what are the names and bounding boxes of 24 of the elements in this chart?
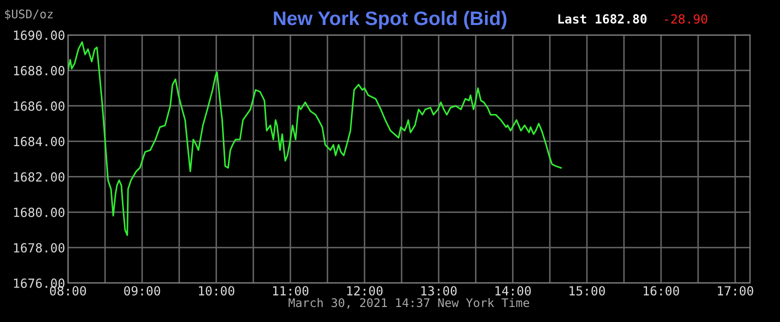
y-tick-label: 1676.00 — [14, 278, 64, 288]
x-tick-label: 12:00 — [347, 286, 383, 296]
y-tick-label: 1678.00 — [14, 243, 64, 253]
x-tick-label: 15:00 — [570, 286, 605, 296]
y-tick-label: 1682.00 — [14, 172, 64, 182]
y-axis-title: $USD/oz — [5, 9, 53, 20]
y-tick-label: 1686.00 — [14, 101, 64, 111]
y-tick-label: 1690.00 — [14, 30, 64, 40]
chart-title: New York Spot Gold (Bid) — [274, 10, 506, 30]
x-tick-label: 13:00 — [421, 286, 457, 296]
y-tick-label: 1688.00 — [14, 66, 64, 76]
x-tick-label: 11:00 — [273, 286, 308, 296]
x-tick-label: 08:00 — [50, 286, 86, 296]
x-tick-label: 10:00 — [198, 286, 234, 296]
text: -28.90 — [665, 14, 708, 24]
text: Last 1682.80 — [558, 14, 647, 24]
x-tick-label: 09:00 — [124, 286, 160, 296]
line-series — [68, 41, 562, 236]
y-tick-label: 1680.00 — [14, 208, 64, 218]
x-tick-label: 17:00 — [718, 286, 754, 296]
y-tick-label: 1684.00 — [14, 136, 64, 146]
x-tick-label: 16:00 — [644, 286, 680, 296]
x-tick-label: 14:00 — [495, 286, 531, 296]
x-axis-title: March 30, 2021 14:37 New York Time — [288, 298, 530, 309]
